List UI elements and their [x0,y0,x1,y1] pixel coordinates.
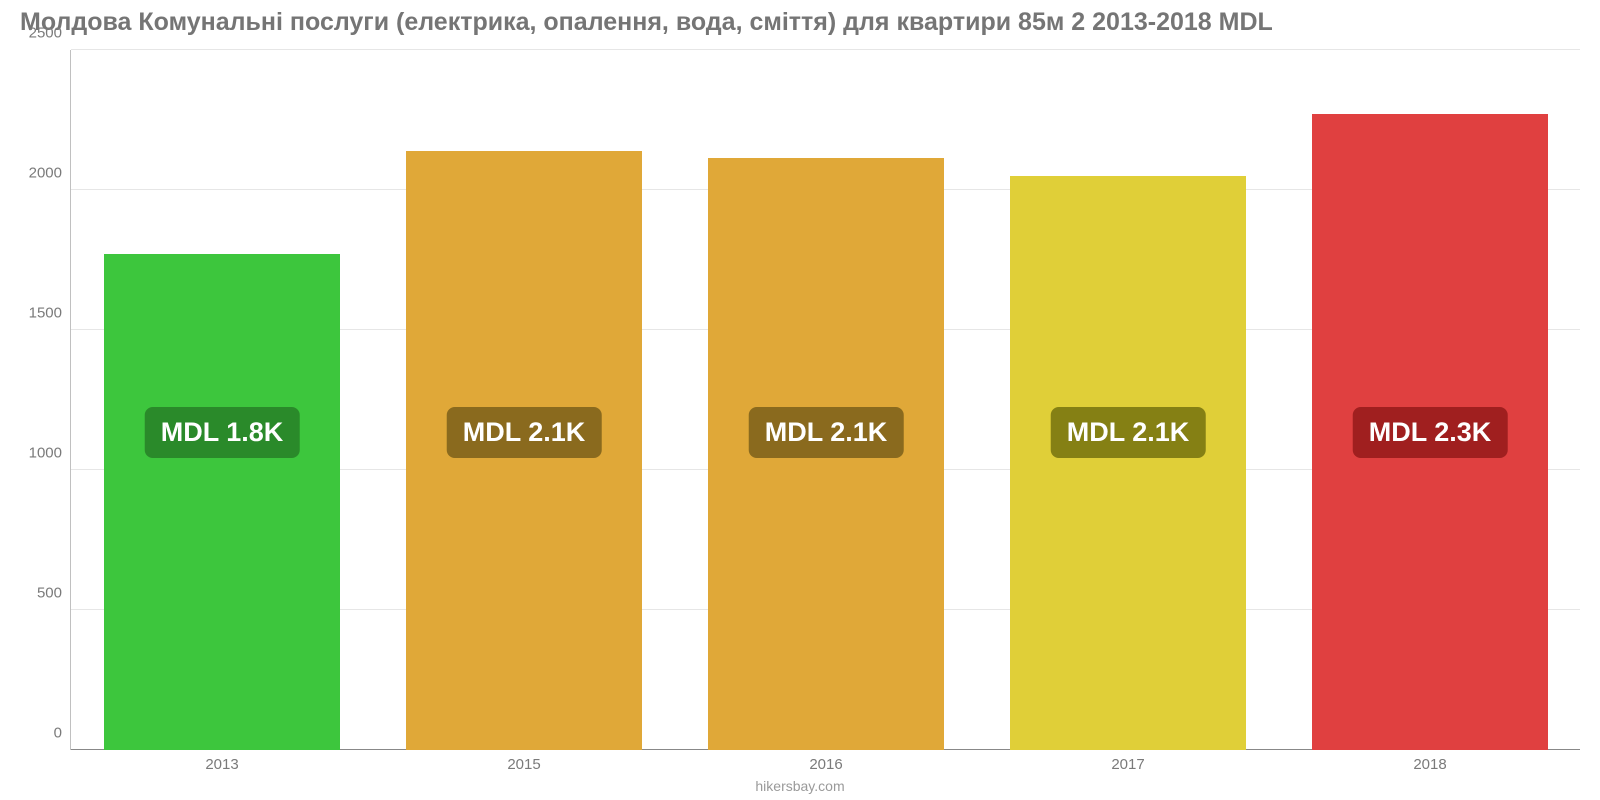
y-tick-label: 2500 [2,25,62,42]
bar-value-label: MDL 2.1K [447,407,602,458]
y-tick-label: 1000 [2,445,62,462]
x-tick-label: 2017 [1111,756,1144,773]
chart-plot-area: 05001000150020002500MDL 1.8K2013MDL 2.1K… [70,50,1580,750]
bar [104,254,340,750]
bar-value-label: MDL 2.1K [749,407,904,458]
x-tick-label: 2013 [205,756,238,773]
x-tick-label: 2016 [809,756,842,773]
y-tick-label: 1500 [2,305,62,322]
chart-title: Молдова Комунальні послуги (електрика, о… [20,8,1580,37]
grid-line [71,49,1580,50]
chart-footer: hikersbay.com [0,778,1600,794]
y-tick-label: 0 [2,725,62,742]
bar-value-label: MDL 2.3K [1353,407,1508,458]
x-tick-label: 2018 [1413,756,1446,773]
bar-value-label: MDL 2.1K [1051,407,1206,458]
x-tick-label: 2015 [507,756,540,773]
y-tick-label: 2000 [2,165,62,182]
y-tick-label: 500 [2,585,62,602]
bar [1010,176,1246,750]
bar-value-label: MDL 1.8K [145,407,300,458]
